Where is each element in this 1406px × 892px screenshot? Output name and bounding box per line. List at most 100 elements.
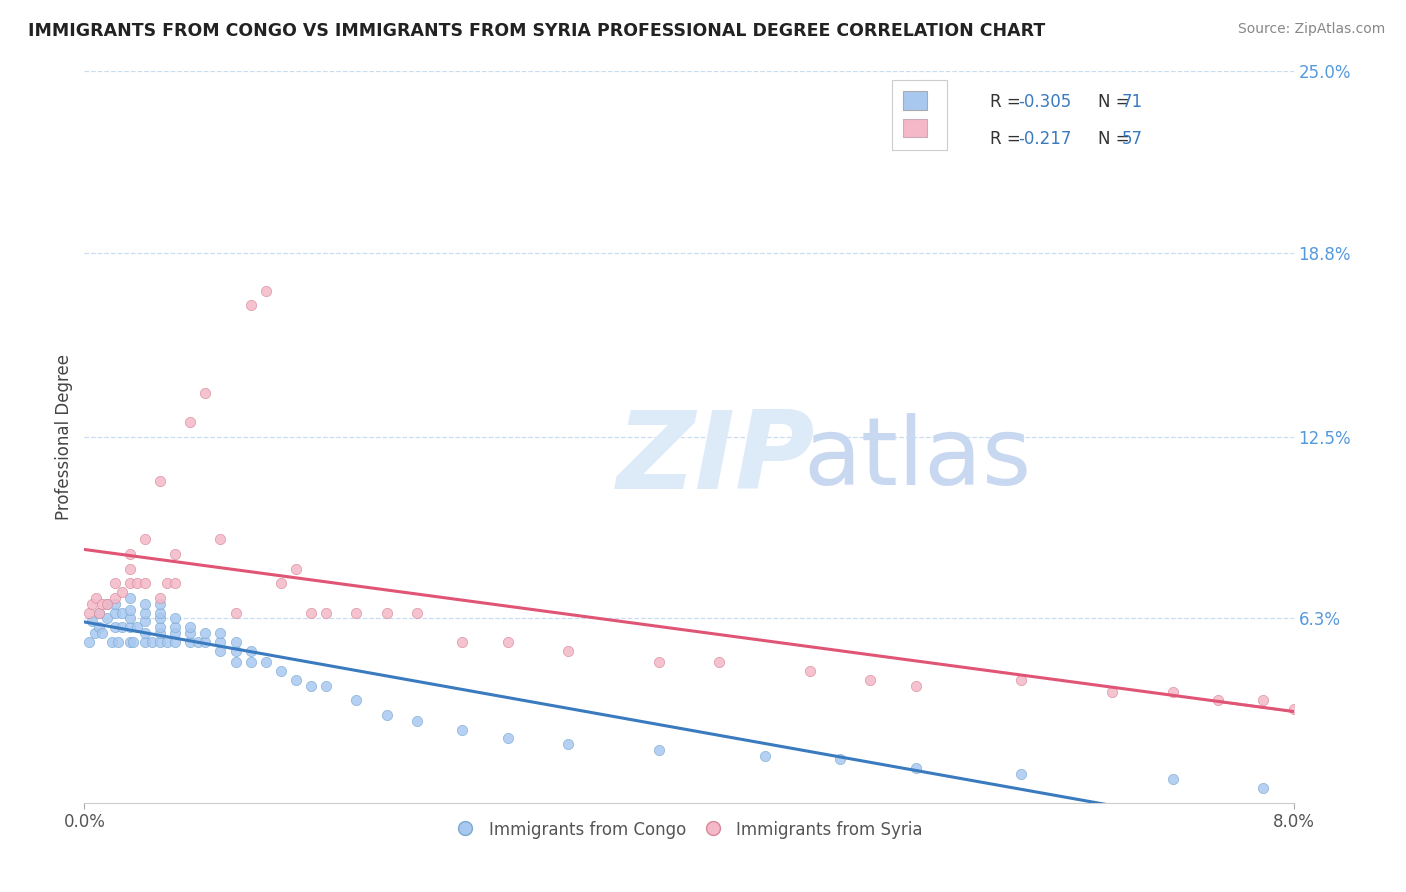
Point	[346, 606, 368, 620]
Point	[165, 635, 187, 649]
Point	[648, 656, 671, 670]
Text: N =: N =	[1098, 129, 1135, 148]
Text: -0.217: -0.217	[1018, 129, 1071, 148]
Point	[91, 626, 114, 640]
Point	[709, 656, 731, 670]
Point	[100, 635, 122, 649]
Point	[346, 693, 368, 707]
Point	[1313, 708, 1336, 723]
Y-axis label: Professional Degree: Professional Degree	[55, 354, 73, 520]
Point	[904, 679, 927, 693]
Point	[1358, 708, 1381, 723]
Point	[239, 298, 262, 312]
Point	[111, 606, 134, 620]
Point	[156, 576, 179, 591]
Point	[209, 635, 232, 649]
Point	[1253, 781, 1275, 796]
Text: R =: R =	[990, 93, 1026, 112]
Point	[118, 562, 141, 576]
Point	[225, 635, 247, 649]
Point	[107, 635, 129, 649]
Point	[134, 626, 156, 640]
Point	[1011, 673, 1033, 687]
Point	[118, 603, 141, 617]
Point	[179, 626, 201, 640]
Point	[557, 643, 579, 657]
Point	[149, 611, 172, 625]
Point	[165, 547, 187, 561]
Point	[194, 626, 217, 640]
Point	[225, 643, 247, 657]
Point	[859, 673, 882, 687]
Point	[104, 576, 127, 591]
Point	[121, 635, 143, 649]
Point	[1253, 693, 1275, 707]
Point	[96, 611, 118, 625]
Point	[1011, 766, 1033, 780]
Point	[134, 606, 156, 620]
Point	[1206, 693, 1229, 707]
Point	[89, 606, 111, 620]
Point	[830, 752, 852, 766]
Point	[149, 635, 172, 649]
Point	[1403, 714, 1406, 728]
Point	[89, 620, 111, 634]
Point	[225, 606, 247, 620]
Point	[165, 611, 187, 625]
Point	[118, 635, 141, 649]
Point	[799, 664, 821, 678]
Text: 71: 71	[1122, 93, 1143, 112]
Point	[179, 620, 201, 634]
Point	[118, 620, 141, 634]
Point	[80, 615, 103, 629]
Point	[91, 597, 114, 611]
Point	[239, 656, 262, 670]
Point	[754, 749, 776, 764]
Point	[496, 635, 519, 649]
Point	[77, 635, 100, 649]
Point	[134, 597, 156, 611]
Point	[406, 714, 429, 728]
Legend: Immigrants from Congo, Immigrants from Syria: Immigrants from Congo, Immigrants from S…	[449, 814, 929, 846]
Text: 57: 57	[1122, 129, 1143, 148]
Point	[165, 620, 187, 634]
Point	[96, 597, 118, 611]
Point	[149, 474, 172, 488]
Point	[209, 626, 232, 640]
Point	[1101, 684, 1123, 698]
Point	[134, 635, 156, 649]
Point	[104, 597, 127, 611]
Point	[179, 416, 201, 430]
Point	[86, 591, 108, 605]
Point	[149, 626, 172, 640]
Text: -0.305: -0.305	[1018, 93, 1071, 112]
Point	[127, 620, 149, 634]
Text: Source: ZipAtlas.com: Source: ZipAtlas.com	[1237, 22, 1385, 37]
Point	[84, 626, 107, 640]
Point	[315, 679, 337, 693]
Point	[118, 547, 141, 561]
Point	[141, 635, 163, 649]
Point	[254, 656, 277, 670]
Point	[149, 620, 172, 634]
Point	[285, 562, 308, 576]
Point	[89, 606, 111, 620]
Point	[187, 635, 209, 649]
Point	[77, 606, 100, 620]
Text: IMMIGRANTS FROM CONGO VS IMMIGRANTS FROM SYRIA PROFESSIONAL DEGREE CORRELATION C: IMMIGRANTS FROM CONGO VS IMMIGRANTS FROM…	[28, 22, 1046, 40]
Point	[285, 673, 308, 687]
Point	[134, 533, 156, 547]
Point	[149, 597, 172, 611]
Point	[165, 626, 187, 640]
Point	[127, 576, 149, 591]
Text: N =: N =	[1098, 93, 1135, 112]
Point	[156, 635, 179, 649]
Point	[299, 606, 322, 620]
Point	[239, 643, 262, 657]
Point	[96, 597, 118, 611]
Point	[1161, 684, 1184, 698]
Point	[149, 606, 172, 620]
Point	[1282, 702, 1305, 716]
Point	[496, 731, 519, 746]
Point	[451, 723, 474, 737]
